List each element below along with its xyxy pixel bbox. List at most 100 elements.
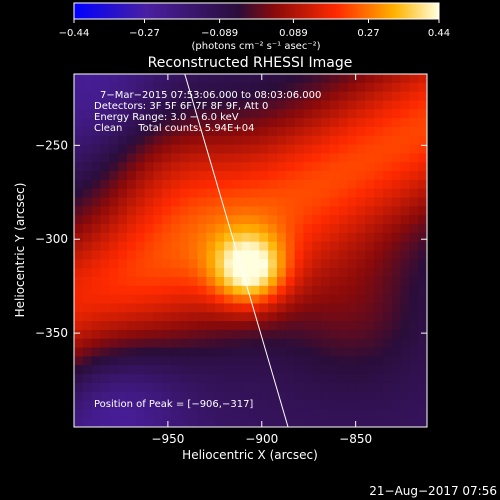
heatmap-cell [91,329,102,340]
heatmap-cell [382,100,393,110]
heatmap-cell [294,188,305,199]
heatmap-cell [118,215,128,225]
heatmap-cell [197,206,207,216]
heatmap-cell [171,179,181,190]
heatmap-cell [215,232,225,243]
heatmap-cell [321,312,331,322]
heatmap-cell [171,100,181,110]
heatmap-cell [82,232,93,243]
heatmap-cell [347,118,357,128]
heatmap-cell [153,268,163,278]
heatmap-cell [162,365,172,375]
heatmap-cell [91,135,102,146]
heatmap-cell [100,409,110,419]
heatmap-cell [321,418,331,427]
heatmap-cell [162,144,172,155]
heatmap-cell [382,171,393,181]
heatmap-cell [144,259,155,269]
heatmap-cell [224,347,234,357]
heatmap-cell [144,91,155,102]
heatmap-cell [153,409,163,419]
heatmap-cell [162,171,172,181]
heatmap-cell [188,82,199,93]
heatmap-cell [329,338,340,349]
heatmap-cell [241,241,252,252]
heatmap-cell [303,144,313,155]
heatmap-cell [268,162,278,172]
heatmap-cell [382,74,393,84]
heatmap-cell [312,162,322,172]
heatmap-cell [135,382,146,393]
heatmap-cell [303,418,313,427]
heatmap-cell [294,171,305,181]
heatmap-cell [365,329,375,340]
heatmap-cell [382,153,393,163]
heatmap-cell [179,144,190,155]
heatmap-cell [126,224,137,234]
heatmap-cell [179,347,190,357]
heatmap-cell [118,382,128,393]
heatmap-cell [374,162,384,172]
heatmap-cell [268,250,278,260]
heatmap-cell [276,418,287,427]
heatmap-cell [294,259,305,269]
heatmap-cell [241,215,252,225]
heatmap-cell [409,321,419,331]
heatmap-cell [303,303,313,313]
heatmap-cell [135,321,146,331]
heatmap-cell [91,153,102,163]
heatmap-cell [400,118,410,128]
heatmap-cell [391,82,402,93]
heatmap-cell [321,126,331,137]
heatmap-cell [109,82,119,93]
heatmap-cell [365,382,375,393]
heatmap-cell [118,365,128,375]
heatmap-cell [162,418,172,427]
heatmap-cell [418,100,427,110]
heatmap-cell [391,321,402,331]
heatmap-cell [285,312,296,322]
heatmap-cell [356,241,366,252]
heatmap-cell [118,374,128,384]
heatmap-cell [303,74,313,84]
heatmap-cell [294,294,305,305]
heatmap-cell [197,171,207,181]
heatmap-cell [118,241,128,252]
heatmap-cell [74,409,84,419]
heatmap-cell [126,303,137,313]
heatmap-cell [179,179,190,190]
heatmap-cell [162,374,172,384]
heatmap-cell [118,224,128,234]
heatmap-cell [259,109,269,119]
heatmap-cell [338,338,349,349]
heatmap-cell [162,347,172,357]
heatmap-cell [224,153,234,163]
heatmap-cell [321,382,331,393]
heatmap-cell [321,294,331,305]
heatmap-cell [215,74,225,84]
heatmap-cell [250,109,260,119]
heatmap-cell [188,206,199,216]
heatmap-cell [206,382,216,393]
heatmap-cell [268,285,278,296]
heatmap-cell [197,144,207,155]
heatmap-cell [197,241,207,252]
heatmap-cell [224,179,234,190]
heatmap-cell [250,285,260,296]
heatmap-cell [268,126,278,137]
heatmap-cell [197,294,207,305]
heatmap-cell [250,312,260,322]
heatmap-cell [197,347,207,357]
heatmap-cell [232,109,243,119]
heatmap-cell [312,224,322,234]
heatmap-cell [285,100,296,110]
heatmap-cell [179,365,190,375]
heatmap-cell [409,418,419,427]
heatmap-cell [171,418,181,427]
heatmap-cell [91,179,102,190]
heatmap-cell [100,347,110,357]
heatmap-cell [232,338,243,349]
heatmap-cell [197,188,207,199]
heatmap-cell [153,232,163,243]
heatmap-cell [409,197,419,207]
